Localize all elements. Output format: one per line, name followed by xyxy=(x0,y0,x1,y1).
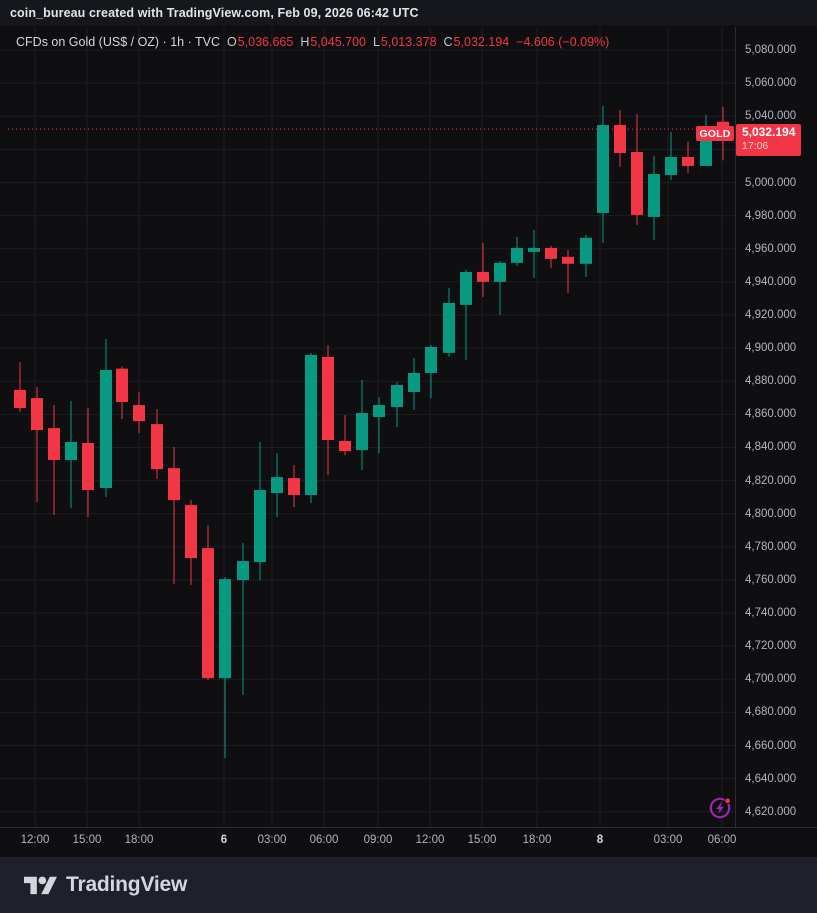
candle-body xyxy=(202,548,214,679)
time-axis-label: 15:00 xyxy=(467,834,497,846)
time-axis-label: 12:00 xyxy=(415,834,445,846)
time-axis-label: 09:00 xyxy=(363,834,393,846)
candle-body xyxy=(305,354,317,495)
candle-body xyxy=(717,121,729,130)
candle-body xyxy=(219,579,231,679)
price-axis-label: 4,920.000 xyxy=(745,308,797,321)
tradingview-logo-icon xyxy=(24,876,57,895)
price-axis-label: 4,880.000 xyxy=(745,375,797,388)
last-price-value: 5,032.194 xyxy=(742,125,796,139)
candle-body xyxy=(271,477,283,493)
lightning-badge-icon[interactable] xyxy=(707,795,733,821)
time-axis-label: 03:00 xyxy=(257,834,287,846)
candle-body xyxy=(151,424,163,470)
candle-body xyxy=(580,237,592,264)
symbol-price-tag: GOLD xyxy=(696,126,734,141)
time-axis-label: 18:00 xyxy=(522,834,552,846)
candle-body xyxy=(373,405,385,417)
price-axis-label: 4,780.000 xyxy=(745,540,797,553)
legend-change: −4.606 (−0.09%) xyxy=(516,35,610,49)
candle-body xyxy=(237,561,249,581)
candle-body xyxy=(443,302,455,353)
candle-body xyxy=(477,271,489,282)
candle-body xyxy=(648,174,660,217)
candle-body xyxy=(100,369,112,489)
candle-body xyxy=(528,247,540,252)
price-axis-label: 4,840.000 xyxy=(745,441,797,454)
candle-body xyxy=(682,156,694,166)
time-axis-label: 15:00 xyxy=(72,834,102,846)
time-axis-label: 03:00 xyxy=(653,834,683,846)
price-axis-label: 4,700.000 xyxy=(745,673,797,686)
attribution-bar: coin_bureau created with TradingView.com… xyxy=(0,0,817,27)
candle-body xyxy=(82,442,94,491)
candle-body xyxy=(339,441,351,452)
candle-body xyxy=(545,247,557,259)
candle-body xyxy=(254,490,266,563)
chart-canvas[interactable] xyxy=(0,27,817,857)
chart-region: CFDs on Gold (US$ / OZ) · 1h · TVC O 5,03… xyxy=(0,27,817,857)
price-axis-label: 4,800.000 xyxy=(745,507,797,520)
legend-open: O 5,036.665 xyxy=(226,35,294,49)
price-axis-label: 5,060.000 xyxy=(745,77,797,90)
legend-high: H 5,045.700 xyxy=(300,35,366,49)
last-price-axis-label: 5,032.194 17:06 xyxy=(736,124,801,156)
price-axis-label: 4,660.000 xyxy=(745,739,797,752)
tradingview-wordmark: TradingView xyxy=(66,873,188,896)
candle-body xyxy=(116,368,128,403)
candle-body xyxy=(665,156,677,176)
candle-body xyxy=(65,441,77,461)
price-axis-label: 4,820.000 xyxy=(745,474,797,487)
time-axis-label: 06:00 xyxy=(707,834,737,846)
price-axis-label: 4,680.000 xyxy=(745,706,797,719)
time-axis-label: 6 xyxy=(220,834,228,846)
price-axis-label: 4,960.000 xyxy=(745,242,797,255)
candle-body xyxy=(700,138,712,166)
attribution-text: coin_bureau created with TradingView.com… xyxy=(10,6,419,20)
candle-body xyxy=(31,398,43,431)
price-axis-label: 4,900.000 xyxy=(745,342,797,355)
price-axis-label: 4,740.000 xyxy=(745,607,797,620)
price-axis-label: 4,940.000 xyxy=(745,275,797,288)
price-axis-label: 4,640.000 xyxy=(745,772,797,785)
time-axis-label: 18:00 xyxy=(124,834,154,846)
candle-body xyxy=(391,385,403,408)
candle-body xyxy=(562,256,574,264)
price-axis-label: 4,720.000 xyxy=(745,640,797,653)
candle-body xyxy=(356,413,368,451)
price-axis-label: 4,860.000 xyxy=(745,408,797,421)
candle-body xyxy=(133,405,145,422)
price-axis-label: 4,980.000 xyxy=(745,209,797,222)
time-axis-label: 8 xyxy=(596,834,604,846)
time-axis-label: 06:00 xyxy=(309,834,339,846)
price-axis-label: 5,040.000 xyxy=(745,110,797,123)
candle-body xyxy=(48,428,60,461)
candle-body xyxy=(288,478,300,495)
price-axis-label: 5,080.000 xyxy=(745,44,797,57)
candle-body xyxy=(408,372,420,392)
legend-close: C 5,032.194 xyxy=(443,35,510,49)
candle-body xyxy=(14,389,26,409)
candle-body xyxy=(322,356,334,441)
candle-body xyxy=(185,505,197,559)
candle-body xyxy=(511,247,523,263)
price-axis-label: 4,760.000 xyxy=(745,573,797,586)
price-axis-label: 5,000.000 xyxy=(745,176,797,189)
candle-body xyxy=(597,125,609,213)
candle-body xyxy=(425,346,437,373)
chart-legend: CFDs on Gold (US$ / OZ) · 1h · TVC O 5,03… xyxy=(16,35,609,49)
candle-body xyxy=(460,271,472,305)
candle-body xyxy=(494,262,506,282)
time-axis-label: 12:00 xyxy=(20,834,50,846)
candle-body xyxy=(614,125,626,154)
footer-bar: TradingView xyxy=(0,857,817,913)
candle-body xyxy=(631,152,643,215)
price-axis-label: 4,620.000 xyxy=(745,805,797,818)
symbol-title: CFDs on Gold (US$ / OZ) · 1h · TVC xyxy=(16,35,220,49)
candle-body xyxy=(168,468,180,501)
legend-low: L 5,013.378 xyxy=(372,35,437,49)
bar-countdown: 17:06 xyxy=(742,140,769,152)
